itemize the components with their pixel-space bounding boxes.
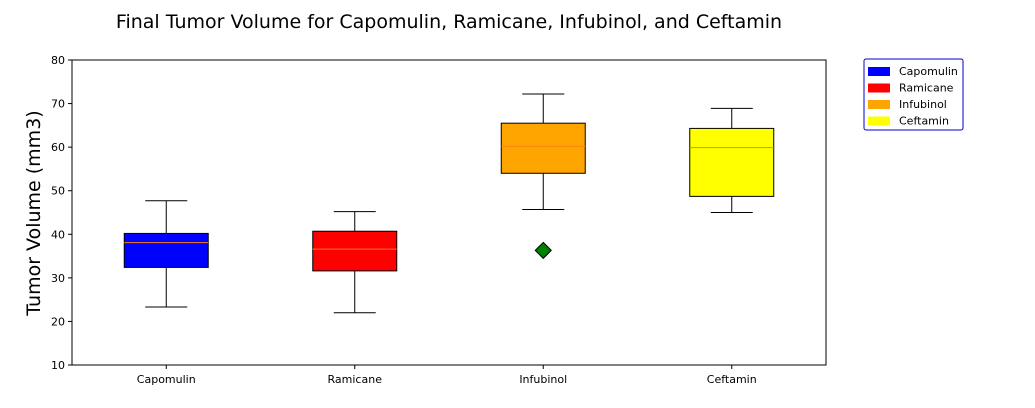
y-tick-label: 20 bbox=[51, 315, 65, 328]
legend: Capomulin Ramicane Infubinol Ceftamin bbox=[863, 58, 964, 131]
x-tick-label-ramicane: Ramicane bbox=[328, 373, 383, 386]
legend-swatch-ramicane bbox=[868, 83, 890, 93]
x-tick-label-ceftamin: Ceftamin bbox=[707, 373, 757, 386]
y-tick-label: 40 bbox=[51, 228, 65, 241]
legend-label-capomulin: Capomulin bbox=[899, 65, 958, 78]
legend-frame bbox=[863, 58, 964, 131]
y-tick-label: 30 bbox=[51, 272, 65, 285]
y-axis-label: Tumor Volume (mm3) bbox=[23, 110, 45, 316]
box-ceftamin bbox=[689, 127, 775, 197]
legend-label-ceftamin: Ceftamin bbox=[899, 115, 949, 128]
y-tick-label: 70 bbox=[51, 98, 65, 111]
outlier-point-infubinol bbox=[534, 241, 552, 260]
box-capomulin bbox=[123, 232, 209, 268]
x-tick-label-infubinol: Infubinol bbox=[519, 373, 567, 386]
box-ramicane bbox=[312, 230, 398, 272]
chart-title: Final Tumor Volume for Capomulin, Ramica… bbox=[116, 11, 782, 33]
legend-swatch-capomulin bbox=[868, 67, 890, 76]
legend-label-ramicane: Ramicane bbox=[899, 82, 954, 95]
box-infubinol bbox=[500, 122, 586, 174]
plot-area: 10 20 30 40 50 60 70 80 Capomulin Ramicane Infubin… bbox=[51, 54, 827, 386]
y-tick-label: 60 bbox=[51, 141, 65, 154]
y-tick-label: 50 bbox=[51, 185, 65, 198]
plot-frame bbox=[71, 59, 827, 366]
y-tick-label: 80 bbox=[51, 54, 65, 67]
x-tick-label-capomulin: Capomulin bbox=[137, 373, 196, 386]
legend-swatch-infubinol bbox=[868, 100, 890, 109]
legend-swatch-ceftamin bbox=[868, 116, 890, 126]
y-tick-label: 10 bbox=[51, 359, 65, 372]
legend-label-infubinol: Infubinol bbox=[899, 98, 947, 111]
